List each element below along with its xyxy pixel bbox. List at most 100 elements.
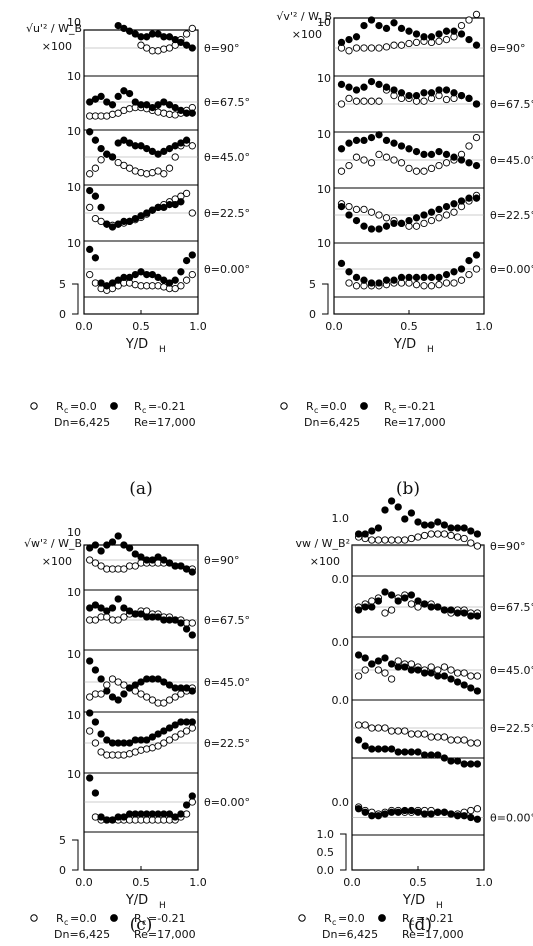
point-filled [337, 80, 346, 89]
point-open [427, 216, 436, 225]
point-filled [165, 724, 174, 732]
point-open [382, 153, 391, 161]
band-tick-label: 10 [67, 648, 81, 661]
point-open [360, 44, 368, 52]
panel-c: √w'² / W_B ×100 10 θ=90° 10 θ=67.5° 10 θ=45.0° 1… [24, 526, 250, 941]
point-filled [465, 35, 473, 44]
point-filled [434, 603, 442, 611]
x-tick-label: 1.0 [189, 320, 207, 333]
point-filled [467, 527, 475, 535]
y-axis-label: √w'² / W_B [24, 537, 82, 550]
point-open [120, 161, 128, 170]
point-filled [473, 815, 482, 823]
point-open [453, 533, 462, 541]
point-filled [420, 273, 428, 282]
point-open [86, 170, 94, 178]
legend-label-sub: c [142, 918, 146, 927]
point-filled [91, 192, 100, 200]
point-filled [188, 44, 196, 52]
legend-marker-open [280, 402, 288, 410]
point-filled [435, 86, 443, 94]
point-filled [182, 41, 191, 49]
point-filled [91, 136, 100, 144]
point-open [154, 742, 162, 750]
point-filled [382, 222, 391, 230]
point-open [165, 696, 174, 704]
point-open [160, 170, 168, 178]
point-filled [97, 604, 105, 612]
point-open [182, 276, 191, 284]
point-filled [177, 139, 185, 147]
point-open [375, 44, 383, 52]
point-filled [387, 660, 396, 668]
scale-label: 5 [309, 278, 316, 291]
legend-marker-filled [110, 914, 118, 922]
point-filled [434, 808, 442, 816]
point-filled [125, 89, 134, 98]
point-filled [397, 24, 406, 33]
panel-b: √v'² / W_B×10010θ=90°10θ=67.5°10θ=45.0°1… [276, 10, 533, 499]
point-open [171, 733, 179, 741]
point-filled [453, 757, 462, 765]
point-filled [360, 83, 368, 91]
point-open [97, 690, 105, 698]
point-open [171, 284, 179, 293]
point-filled [125, 217, 134, 226]
point-open [472, 10, 481, 19]
point-filled [108, 816, 117, 824]
point-open [405, 39, 413, 48]
point-filled [420, 33, 428, 41]
point-open [427, 164, 436, 173]
point-filled [160, 203, 168, 212]
point-open [375, 97, 383, 105]
point-open [188, 619, 196, 627]
point-filled [91, 541, 100, 549]
y-axis-scale-label: ×100 [42, 40, 72, 53]
point-filled [447, 810, 455, 818]
panel-caption: (b) [396, 479, 420, 499]
point-open [345, 279, 353, 287]
point-filled [177, 562, 185, 570]
point-filled [354, 736, 363, 744]
point-filled [375, 131, 383, 139]
legend-value: =0.0 [338, 912, 365, 925]
point-filled [467, 760, 475, 768]
x-axis-label-sub: H [436, 901, 443, 911]
point-filled [412, 273, 421, 282]
point-filled [405, 216, 413, 225]
point-filled [103, 736, 111, 744]
point-filled [420, 600, 429, 608]
point-filled [414, 808, 422, 816]
point-filled [387, 745, 396, 753]
point-filled [188, 718, 196, 726]
point-open [165, 44, 174, 52]
theta-label: θ=0.00° [204, 796, 250, 809]
point-filled [345, 83, 353, 91]
point-filled [125, 607, 134, 615]
x-tick-label: 0.0 [75, 320, 93, 333]
point-open [337, 100, 346, 108]
point-filled [450, 200, 458, 208]
point-filled [427, 273, 436, 282]
legend-marker-filled [360, 402, 368, 410]
point-open [97, 562, 105, 570]
point-filled [382, 136, 391, 145]
point-filled [114, 532, 122, 540]
point-filled [412, 30, 421, 38]
point-open [401, 536, 409, 544]
point-open [381, 724, 389, 732]
point-open [120, 613, 128, 621]
point-filled [165, 101, 174, 109]
point-open [368, 536, 376, 544]
point-filled [447, 675, 455, 683]
scale-label: 5 [59, 278, 66, 291]
point-open [86, 693, 94, 701]
point-filled [382, 24, 391, 33]
point-filled [125, 273, 134, 282]
point-filled [412, 214, 421, 222]
point-filled [467, 813, 475, 822]
point-open [460, 736, 468, 744]
x-axis-label-sub: H [159, 901, 166, 911]
point-open [412, 38, 421, 47]
point-open [407, 600, 416, 608]
